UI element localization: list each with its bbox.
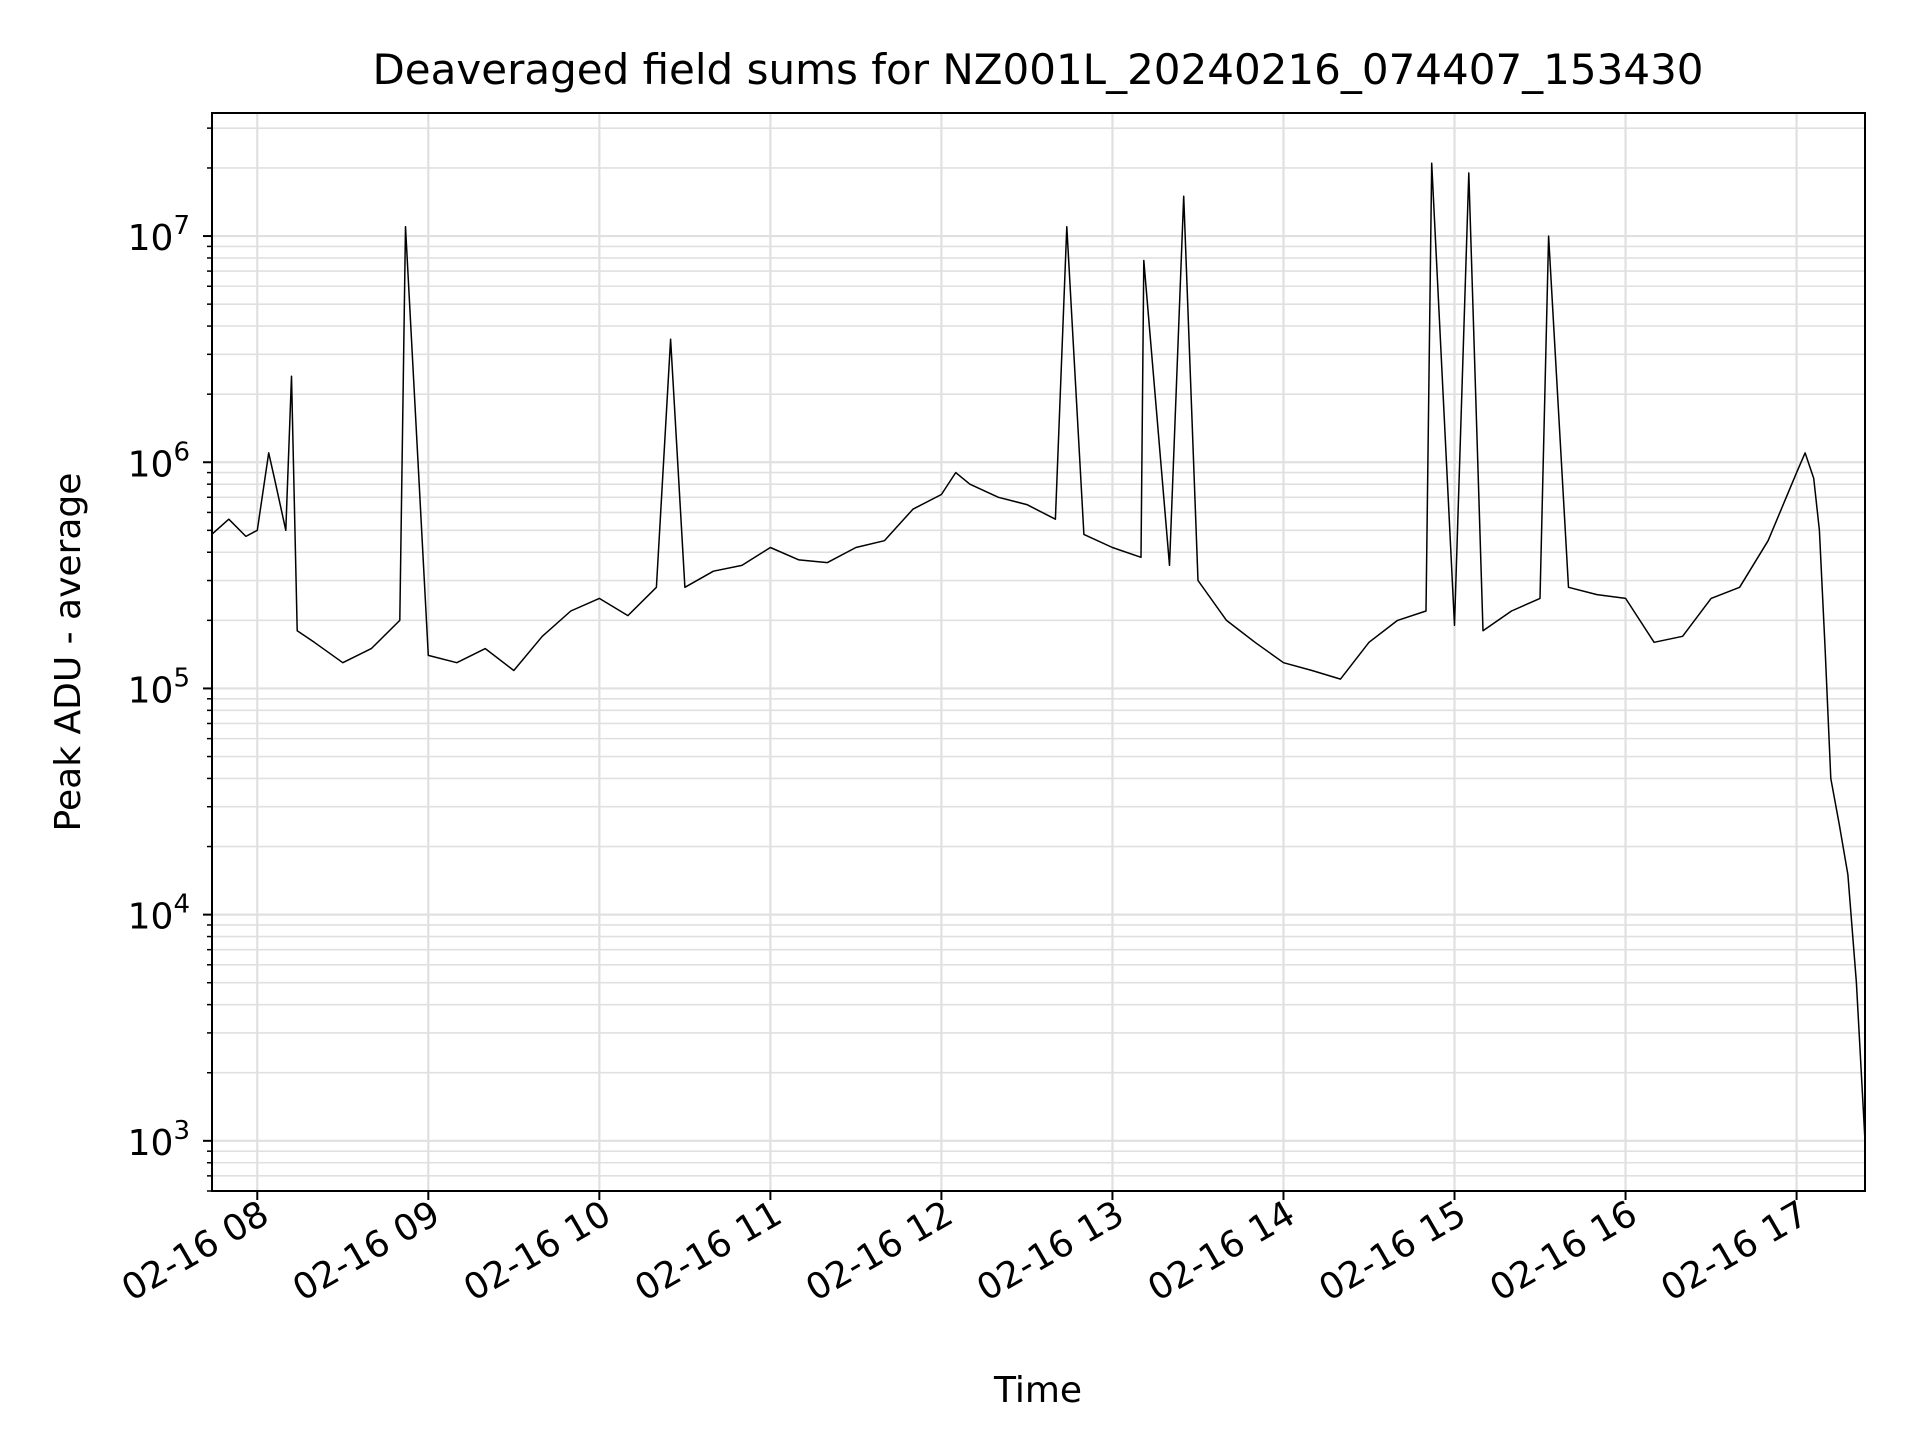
y-tick-label: 105 <box>128 663 190 711</box>
y-axis: 103 104 105 106 107 <box>128 127 212 1192</box>
grid <box>212 113 1865 1192</box>
chart-title: Deaveraged field sums for NZ001L_2024021… <box>372 45 1703 94</box>
y-tick-label: 107 <box>128 211 190 259</box>
series-line <box>212 162 1865 1141</box>
y-tick-label: 106 <box>128 437 190 485</box>
y-tick-label: 103 <box>128 1116 190 1164</box>
y-axis-label: Peak ADU - average <box>48 473 89 832</box>
x-axis-label: Time <box>993 1370 1082 1411</box>
y-tick-label: 104 <box>128 890 190 938</box>
series-group <box>212 162 1865 1141</box>
plot-frame <box>211 112 1866 1192</box>
